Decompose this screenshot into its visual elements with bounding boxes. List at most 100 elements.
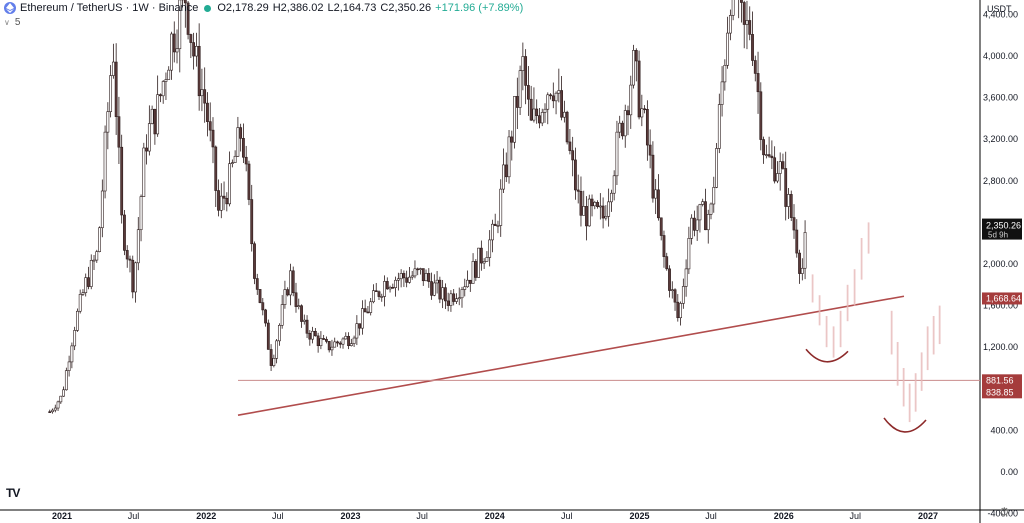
- candle-body: [604, 216, 608, 219]
- candle-body: [742, 2, 746, 25]
- candle-body: [117, 116, 121, 148]
- x-tick-label: Jul: [561, 511, 573, 521]
- candle-body: [510, 136, 514, 143]
- candle-body: [466, 279, 469, 288]
- candle-body: [255, 278, 259, 290]
- close-value: C2,350.26: [380, 2, 432, 14]
- candle-body: [206, 102, 209, 122]
- candle-body: [582, 206, 586, 216]
- candle-body: [59, 395, 63, 403]
- candle-body: [753, 60, 757, 74]
- candle-body: [76, 310, 79, 331]
- candle-body: [645, 108, 649, 146]
- candle-body: [228, 163, 231, 205]
- candle-body: [203, 89, 207, 104]
- y-tick-label: 3,200.00: [983, 134, 1018, 144]
- x-tick-label: Jul: [128, 511, 140, 521]
- candle-body: [446, 300, 450, 306]
- candle-body: [95, 251, 99, 261]
- candle-body: [225, 197, 229, 205]
- candle-body: [706, 214, 710, 231]
- candle-body: [280, 304, 284, 326]
- candle-body: [56, 401, 60, 409]
- candle-body: [131, 259, 135, 293]
- candle-body: [618, 122, 622, 133]
- indicator-row[interactable]: ∨ 5: [4, 17, 20, 28]
- y-tick-label: 1,600.00: [983, 301, 1018, 311]
- candle-body: [84, 277, 88, 294]
- candle-body: [178, 0, 182, 50]
- candle-body: [676, 301, 680, 319]
- candle-body: [100, 190, 104, 229]
- candle-body: [330, 346, 334, 351]
- candle-body: [327, 341, 331, 351]
- candle-body: [51, 409, 54, 413]
- candle-body: [800, 267, 804, 274]
- candle-body: [388, 286, 392, 290]
- tradingview-logo: TV: [6, 486, 20, 500]
- candle-body: [565, 111, 569, 143]
- candle-body: [574, 159, 577, 191]
- candle-body: [762, 139, 765, 156]
- candle-body: [643, 108, 647, 111]
- candle-body: [421, 268, 425, 282]
- candle-body: [214, 146, 218, 191]
- candle-body: [493, 223, 497, 226]
- candle-body: [313, 330, 317, 337]
- candle-body: [336, 341, 339, 344]
- candle-body: [161, 81, 165, 97]
- candle-body: [479, 247, 483, 264]
- candle-body: [504, 164, 508, 178]
- x-tick-label: 2026: [774, 511, 794, 521]
- candle-body: [120, 146, 124, 216]
- candle-body: [73, 330, 77, 347]
- candle-body: [723, 64, 727, 83]
- low-value: L2,164.73: [327, 2, 377, 14]
- open-value: O2,178.29: [217, 2, 269, 14]
- change-value: +171.96 (+7.89%): [435, 2, 524, 14]
- symbol-label[interactable]: Ethereum / TetherUS · 1W · Binance: [20, 2, 199, 14]
- candle-body: [640, 108, 644, 118]
- candle-body: [242, 138, 245, 158]
- candle-body: [89, 260, 93, 287]
- candle-body: [720, 81, 724, 105]
- candle-body: [551, 95, 555, 102]
- candle-body: [402, 273, 406, 279]
- candle-body: [468, 279, 472, 284]
- x-tick-label: Jul: [272, 511, 284, 521]
- candle-body: [419, 268, 422, 270]
- candle-body: [98, 227, 101, 252]
- candle-body: [136, 229, 140, 264]
- candle-body: [549, 94, 552, 97]
- candle-body: [748, 20, 752, 35]
- trendline: [237, 295, 905, 417]
- candle-body: [269, 349, 273, 366]
- candle-body: [784, 168, 788, 207]
- candle-body: [432, 282, 436, 296]
- last-price-tag: [982, 218, 1022, 240]
- candle-body: [128, 258, 132, 261]
- candle-body: [659, 217, 663, 236]
- candle-body: [568, 141, 572, 151]
- candle-body: [532, 108, 536, 121]
- candle-body: [338, 342, 342, 345]
- candle-body: [360, 308, 364, 329]
- y-tick-label: 4,400.00: [983, 9, 1018, 19]
- candle-body: [53, 407, 57, 411]
- candle-body: [139, 196, 143, 231]
- candle-body: [795, 229, 799, 254]
- candle-body: [687, 238, 691, 270]
- candle-body: [430, 281, 433, 296]
- chevron-down-icon[interactable]: ∨: [4, 18, 10, 27]
- candle-body: [507, 136, 511, 178]
- candle-body: [236, 127, 240, 157]
- candle-body: [623, 110, 627, 137]
- candle-body: [244, 156, 248, 165]
- candle-body: [114, 61, 118, 117]
- candle-body: [294, 292, 298, 307]
- candle-body: [751, 34, 754, 61]
- candle-body: [712, 187, 716, 205]
- candle-body: [513, 96, 516, 143]
- gear-icon[interactable]: ⚙: [999, 505, 1010, 519]
